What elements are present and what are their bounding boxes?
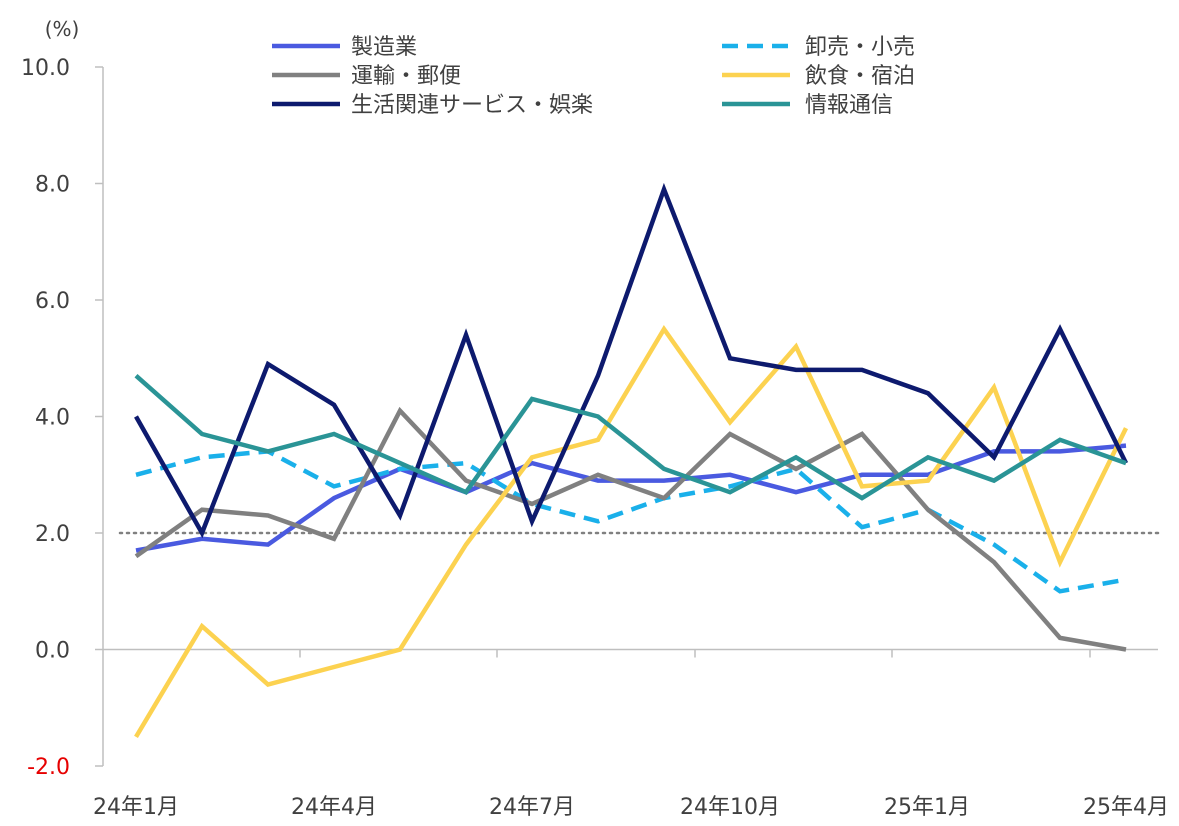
series-line-4: [134, 182, 1129, 539]
legend-item: 情報通信: [722, 93, 893, 118]
legend-label: 卸売・小売: [805, 35, 915, 60]
y-tick-label: 10.0: [21, 56, 70, 81]
x-tick-label: 25年4月: [1083, 795, 1169, 820]
y-axis: 10.0 8.0 6.0 4.0 2.0 0.0 -2.0: [21, 56, 104, 780]
y-tick-label: 4.0: [35, 406, 70, 431]
x-tick-label: 25年1月: [884, 795, 970, 820]
x-axis: 24年1月 24年4月 24年7月 24年10月 25年1月 25年4月: [93, 648, 1169, 820]
x-tick-label: 24年4月: [291, 795, 377, 820]
legend-label: 情報通信: [805, 93, 893, 118]
series-lines: [134, 182, 1129, 739]
series-line-2: [134, 406, 1127, 652]
legend-label: 製造業: [351, 35, 417, 60]
legend-item: 生活関連サービス・娯楽: [272, 93, 593, 118]
legend-item: 飲食・宿泊: [722, 64, 915, 89]
series-line-3: [134, 324, 1129, 739]
x-tick-label: 24年10月: [680, 795, 780, 820]
y-tick-label: 0.0: [35, 639, 70, 664]
legend-item: 製造業: [272, 35, 417, 60]
unit-label: (%): [45, 17, 80, 41]
legend-item: 運輸・郵便: [272, 64, 461, 89]
legend-label: 飲食・宿泊: [805, 64, 915, 89]
y-tick-label: -2.0: [27, 755, 70, 780]
x-tick-label: 24年1月: [93, 795, 179, 820]
legend-item: 卸売・小売: [722, 35, 915, 60]
x-tick-label: 24年7月: [489, 795, 575, 820]
y-tick-label: 2.0: [35, 522, 70, 547]
legend-label: 生活関連サービス・娯楽: [351, 93, 593, 118]
y-tick-label: 6.0: [35, 289, 70, 314]
series-line-1: [135, 449, 1127, 594]
legend-label: 運輸・郵便: [351, 64, 461, 89]
y-tick-label: 8.0: [35, 173, 70, 198]
series-line-5: [134, 374, 1127, 501]
series-line-0: [135, 443, 1127, 553]
